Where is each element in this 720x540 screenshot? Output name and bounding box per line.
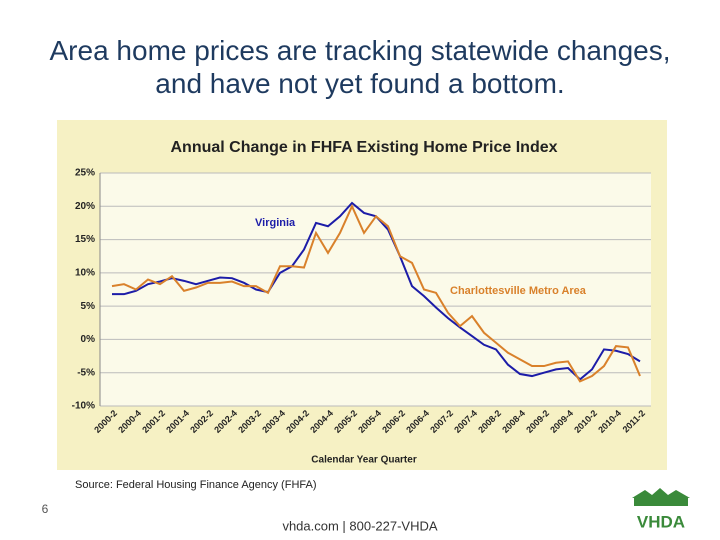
logo-text: VHDA (637, 512, 685, 531)
line-1 (111, 203, 641, 383)
y-tick-label: -5% (77, 367, 95, 378)
logo-base (634, 498, 688, 506)
y-tick-label: -10% (72, 401, 95, 412)
y-tick-label: 15% (75, 234, 95, 245)
page-number: 6 (42, 502, 49, 516)
series-label: Virginia (255, 217, 296, 229)
source-note: Source: Federal Housing Finance Agency (… (75, 479, 317, 491)
x-axis-label: Calendar Year Quarter (311, 455, 417, 466)
y-tick-label: 25% (75, 168, 95, 179)
y-tick-label: 20% (75, 201, 95, 212)
y-tick-label: 0% (81, 334, 96, 345)
logo-roofs (632, 488, 690, 498)
footer: vhda.com | 800-227-VHDA (282, 518, 437, 533)
series-label: Charlottesville Metro Area (450, 285, 587, 297)
slide-title: Area home prices are tracking statewide … (49, 35, 671, 99)
y-tick-label: 5% (81, 301, 96, 312)
y-tick-label: 10% (75, 267, 95, 278)
logo: VHDA (632, 488, 690, 531)
chart-title: Annual Change in FHFA Existing Home Pric… (170, 139, 557, 156)
